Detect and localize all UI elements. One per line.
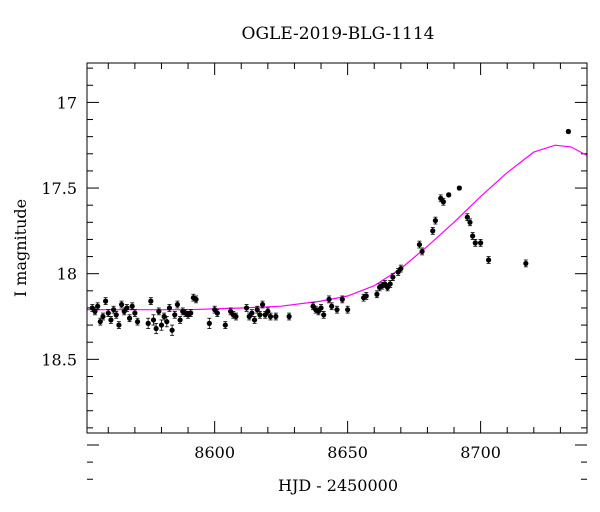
tick-labels: 8600 8650 8700 17 17.5 18 18.5 [41,93,501,462]
data-point [172,310,178,319]
data-points [89,128,571,336]
data-point [390,273,396,281]
data-point [95,302,101,311]
data-point [321,310,327,319]
data-point [565,128,571,135]
data-point [180,307,186,316]
data-point [432,216,439,225]
data-point [156,307,162,316]
data-point [153,322,159,335]
data-point [243,304,250,312]
data-point [440,197,446,206]
y-tick-label: 18 [57,265,77,284]
data-point [103,297,109,305]
data-point [387,280,393,288]
x-tick-label: 8700 [460,443,501,462]
data-point [467,218,473,227]
model-line [87,144,588,311]
data-point [273,312,279,321]
data-point [206,317,212,329]
data-point [416,240,423,249]
data-point [329,302,335,311]
data-point [470,232,476,240]
data-point [164,316,170,328]
data-point [118,300,125,309]
data-point [100,312,106,321]
data-point [108,316,114,324]
data-point [116,321,122,329]
axis-ticks [87,63,587,480]
data-point [249,309,255,317]
data-point [233,312,239,321]
x-tick-label: 8650 [327,443,368,462]
data-point [92,307,98,316]
data-point [523,259,529,268]
data-point [145,317,151,329]
data-point [419,247,425,256]
data-point [257,310,263,319]
data-point [158,319,165,331]
data-point [126,314,133,323]
data-point [134,317,141,326]
data-point [193,295,199,304]
data-point [177,316,183,324]
data-point [132,309,138,317]
data-point [214,309,220,317]
data-point [124,304,130,312]
data-point [188,309,194,317]
data-point [129,302,135,311]
x-axis-label: HJD - 2450000 [278,476,398,495]
model-curve [87,144,588,311]
data-point [105,309,111,317]
plot-frame [86,62,588,434]
data-point [150,314,157,326]
data-point [97,317,103,326]
data-point [267,312,274,321]
data-point [286,312,292,321]
x-tick-label: 8600 [194,443,235,462]
data-point [166,304,173,312]
data-point [265,307,271,316]
data-point [363,292,369,300]
data-point [374,290,380,299]
data-point [326,295,332,304]
y-tick-label: 17 [57,93,77,112]
data-point [472,239,478,247]
data-point [485,256,492,264]
y-tick-label: 17.5 [41,179,77,198]
data-point [230,310,236,319]
data-point [339,295,345,304]
data-point [430,227,436,235]
data-point [169,324,175,336]
data-point [456,185,462,191]
data-point [478,239,484,247]
data-point [464,213,470,221]
data-point [222,321,228,329]
data-point [259,300,266,309]
y-axis-label: I magnitude [11,199,30,297]
data-point [446,192,452,198]
data-point [254,305,260,314]
data-point [113,310,119,319]
y-tick-label: 18.5 [41,350,77,369]
data-point [251,316,258,324]
data-point [110,305,117,314]
data-point [398,264,404,273]
data-point [174,300,181,309]
data-point [334,305,340,314]
data-point [345,305,351,314]
data-point [148,297,154,305]
chart-title: OGLE-2019-BLG-1114 [242,24,435,44]
